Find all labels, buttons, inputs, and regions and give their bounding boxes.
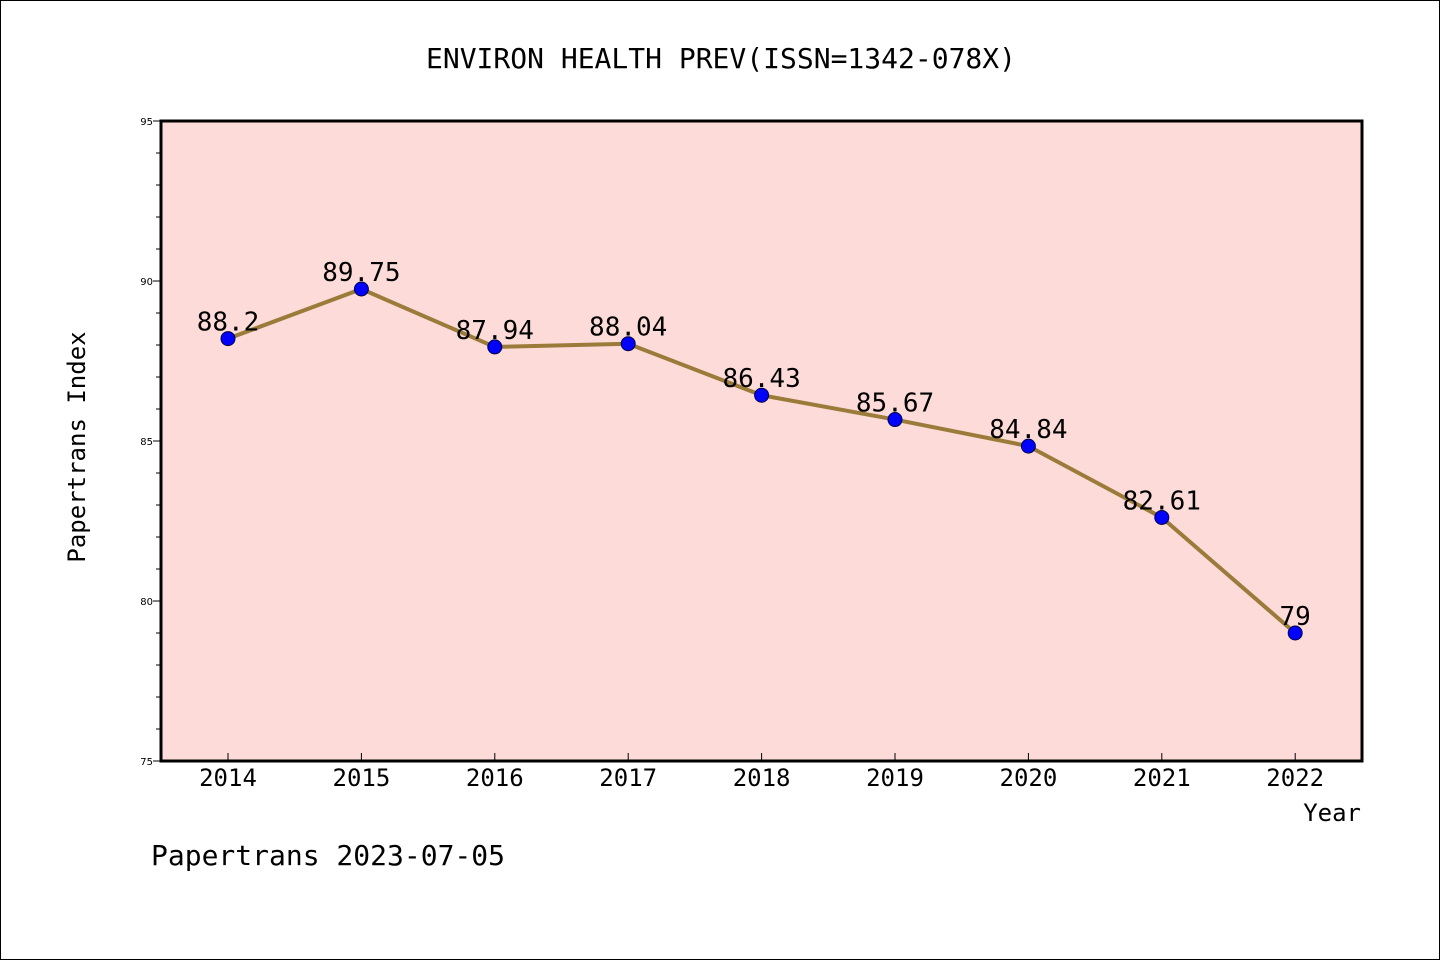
x-axis: 2014 2015 2016 2017 2018 2019 2020 2021 2022 xyxy=(199,753,1324,792)
y-tick-label: 75 xyxy=(140,757,153,768)
data-point xyxy=(620,336,636,352)
y-axis: 75 80 85 90 95 xyxy=(140,117,161,768)
x-tick-label: 2022 xyxy=(1266,764,1324,792)
footer-credit: Papertrans 2023-07-05 xyxy=(151,839,505,872)
series-points-group xyxy=(220,281,1303,641)
x-axis-label: Year xyxy=(1303,799,1361,827)
data-label: 85.67 xyxy=(856,389,934,419)
data-point xyxy=(887,412,903,428)
data-label: 82.61 xyxy=(1123,486,1201,516)
y-tick-label: 95 xyxy=(140,117,153,128)
y-tick-label: 90 xyxy=(140,277,153,288)
data-label: 79 xyxy=(1280,602,1311,632)
data-point xyxy=(353,281,369,297)
y-tick-label: 85 xyxy=(140,437,153,448)
x-tick-label: 2020 xyxy=(1000,764,1058,792)
plot-border xyxy=(159,119,1364,763)
data-point xyxy=(754,387,770,403)
x-tick-label: 2019 xyxy=(866,764,924,792)
data-point xyxy=(1154,509,1170,525)
y-axis-label: Papertrans Index xyxy=(63,331,91,562)
x-tick-label: 2021 xyxy=(1133,764,1191,792)
x-tick-label: 2014 xyxy=(199,764,257,792)
data-point xyxy=(1020,438,1036,454)
chart-title: ENVIRON HEALTH PREV(ISSN=1342-078X) xyxy=(426,42,1016,75)
x-tick-label: 2015 xyxy=(333,764,391,792)
data-label: 88.2 xyxy=(197,308,260,338)
y-tick-label: 80 xyxy=(140,597,153,608)
data-point xyxy=(220,331,236,347)
data-point xyxy=(1287,625,1303,641)
data-labels-group: 88.2 89.75 87.94 88.04 86.43 85.67 84.84 82.61 7… xyxy=(197,258,1311,632)
data-label: 88.04 xyxy=(589,313,667,343)
plot-area xyxy=(161,121,1362,761)
data-label: 87.94 xyxy=(456,316,534,346)
data-label: 86.43 xyxy=(722,364,800,394)
x-tick-label: 2018 xyxy=(733,764,791,792)
x-tick-label: 2017 xyxy=(599,764,657,792)
x-tick-label: 2016 xyxy=(466,764,524,792)
data-point xyxy=(487,339,503,355)
data-label: 89.75 xyxy=(322,258,400,288)
data-label: 84.84 xyxy=(989,415,1067,445)
